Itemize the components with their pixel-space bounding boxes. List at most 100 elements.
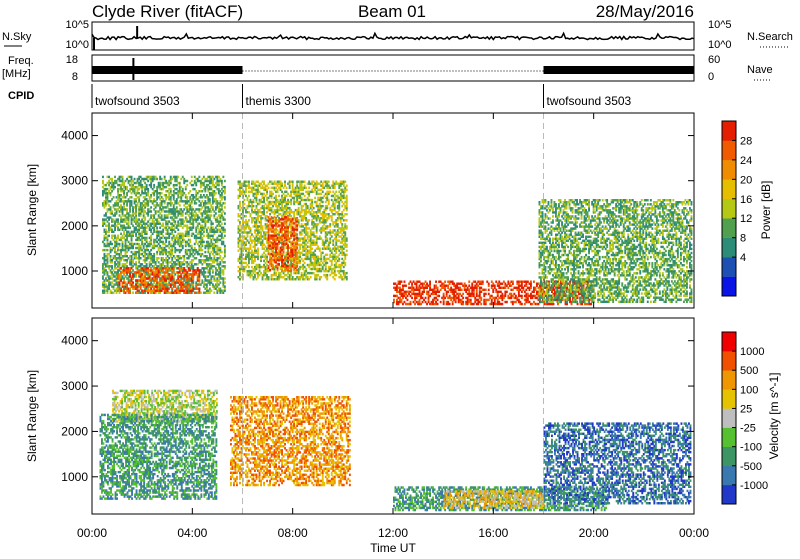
heatmap-cell — [189, 269, 191, 271]
heatmap-cell — [180, 196, 182, 198]
cpid-segment-label: twofsound 3503 — [95, 94, 180, 108]
heatmap-cell — [331, 235, 333, 237]
heatmap-cell — [317, 256, 319, 258]
heatmap-cell — [164, 275, 166, 277]
heatmap-cell — [341, 223, 343, 225]
heatmap-cell — [132, 281, 134, 283]
heatmap-cell — [173, 279, 175, 281]
heatmap-cell — [161, 178, 163, 180]
heatmap-cell — [301, 211, 303, 213]
heatmap-cell — [176, 206, 178, 208]
nsearch-label: N.Search — [747, 31, 793, 43]
heatmap-cell — [146, 231, 148, 233]
heatmap-cell — [320, 231, 322, 233]
heatmap-cell — [316, 225, 318, 227]
heatmap-cell — [319, 235, 321, 237]
heatmap-cell — [126, 208, 128, 210]
heatmap-cell — [238, 244, 240, 246]
heatmap-cell — [158, 267, 160, 269]
heatmap-cell — [262, 217, 264, 219]
heatmap-cell — [260, 258, 262, 260]
heatmap-cell — [346, 272, 348, 274]
heatmap-cell — [138, 229, 140, 231]
heatmap-cell — [161, 237, 163, 239]
heatmap-cell — [256, 205, 258, 207]
heatmap-cell — [251, 250, 253, 252]
heatmap-cell — [195, 288, 197, 290]
heatmap-cell — [128, 223, 130, 225]
heatmap-cell — [203, 194, 205, 196]
heatmap-cell — [192, 194, 194, 196]
heatmap-cell — [197, 267, 199, 269]
heatmap-cell — [129, 288, 131, 290]
heatmap-cell — [203, 235, 205, 237]
heatmap-cell — [111, 261, 113, 263]
heatmap-cell — [313, 231, 315, 233]
heatmap-cell — [128, 249, 130, 251]
heatmap-cell — [319, 248, 321, 250]
heatmap-cell — [338, 258, 340, 260]
heatmap-cell — [185, 194, 187, 196]
heatmap-cell — [257, 252, 259, 254]
heatmap-cell — [302, 219, 304, 221]
heatmap-cell — [167, 216, 169, 218]
heatmap-cell — [212, 206, 214, 208]
heatmap-cell — [198, 269, 200, 271]
heatmap-cell — [204, 251, 206, 253]
heatmap-cell — [189, 190, 191, 192]
heatmap-cell — [188, 283, 190, 285]
heatmap-cell — [341, 205, 343, 207]
heatmap-cell — [335, 274, 337, 276]
heatmap-cell — [224, 212, 226, 214]
heatmap-cell — [326, 274, 328, 276]
heatmap-cell — [135, 210, 137, 212]
heatmap-cell — [334, 270, 336, 272]
noise-left-tick-bottom: 10^0 — [65, 39, 89, 51]
heatmap-cell — [117, 218, 119, 220]
heatmap-cell — [244, 270, 246, 272]
heatmap-cell — [284, 181, 286, 183]
heatmap-cell — [263, 181, 265, 183]
heatmap-cell — [326, 237, 328, 239]
heatmap-cell — [173, 196, 175, 198]
heatmap-cell — [111, 249, 113, 251]
heatmap-cell — [328, 185, 330, 187]
heatmap-cell — [144, 216, 146, 218]
heatmap-cell — [203, 176, 205, 178]
cpid-segment-label: twofsound 3503 — [547, 94, 632, 108]
nave-label: Nave — [747, 64, 773, 76]
heatmap-cell — [219, 281, 221, 283]
heatmap-cell — [224, 255, 226, 257]
heatmap-cell — [320, 193, 322, 195]
heatmap-cell — [275, 195, 277, 197]
heatmap-cell — [156, 178, 158, 180]
heatmap-cell — [110, 206, 112, 208]
heatmap-cell — [215, 192, 217, 194]
heatmap-cell — [304, 262, 306, 264]
heatmap-cell — [111, 210, 113, 212]
heatmap-cell — [197, 214, 199, 216]
heatmap-cell — [329, 223, 331, 225]
heatmap-cell — [344, 262, 346, 264]
heatmap-cell — [262, 225, 264, 227]
heatmap-cell — [104, 253, 106, 255]
heatmap-cell — [171, 249, 173, 251]
heatmap-cell — [322, 252, 324, 254]
heatmap-cell — [212, 269, 214, 271]
heatmap-cell — [207, 249, 209, 251]
heatmap-cell — [245, 215, 247, 217]
heatmap-cell — [194, 188, 196, 190]
beam-title: Beam 01 — [358, 2, 426, 21]
heatmap-cell — [135, 261, 137, 263]
heatmap-cell — [224, 249, 226, 251]
heatmap-cell — [335, 252, 337, 254]
heatmap-cell — [168, 237, 170, 239]
heatmap-cell — [239, 221, 241, 223]
heatmap-cell — [213, 275, 215, 277]
heatmap-cell — [113, 196, 115, 198]
heatmap-cell — [150, 229, 152, 231]
heatmap-cell — [129, 227, 131, 229]
heatmap-cell — [238, 225, 240, 227]
heatmap-cell — [174, 243, 176, 245]
heatmap-cell — [218, 176, 220, 178]
